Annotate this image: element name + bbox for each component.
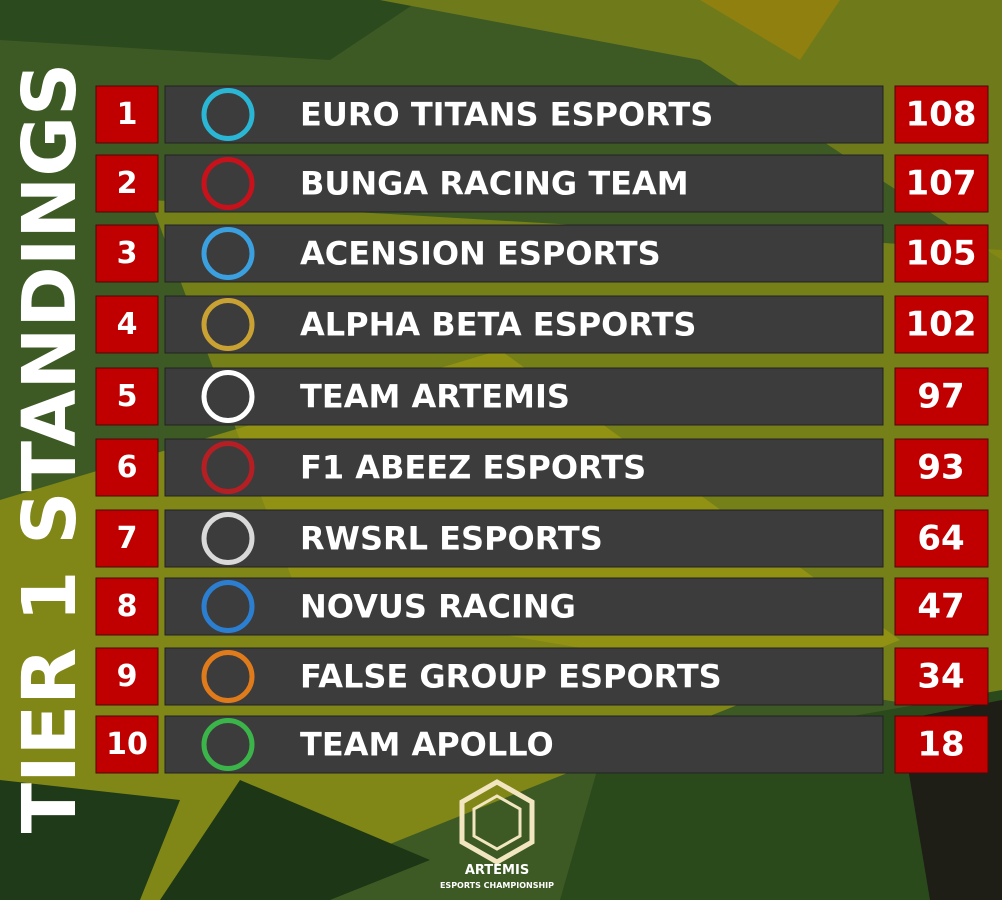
points: 47 bbox=[917, 587, 964, 627]
standings-row: 5 TEAM ARTEMIS 97 bbox=[95, 367, 989, 426]
standings-row: 2 BUNGA RACING TEAM 107 bbox=[95, 154, 989, 213]
points-box bbox=[894, 154, 989, 213]
team-logo bbox=[201, 650, 255, 703]
team-logo bbox=[201, 88, 255, 141]
points: 18 bbox=[917, 725, 964, 765]
rank: 5 bbox=[117, 379, 138, 414]
team-bar bbox=[164, 647, 884, 706]
points: 64 bbox=[917, 519, 964, 559]
team-bar bbox=[164, 438, 884, 497]
rank: 1 bbox=[117, 97, 138, 132]
team-name: BUNGA RACING TEAM bbox=[300, 165, 689, 203]
footer-brand: ARTEMIS bbox=[465, 863, 529, 878]
team-logo bbox=[201, 580, 255, 633]
standings-row: 3 ACENSION ESPORTS 105 bbox=[95, 224, 989, 283]
standings-row: 10 TEAM APOLLO 18 bbox=[95, 715, 989, 774]
team-bar bbox=[164, 509, 884, 568]
team-name: RWSRL ESPORTS bbox=[300, 520, 603, 558]
standings-row: 8 NOVUS RACING 47 bbox=[95, 577, 989, 636]
title: TIER 1 STANDINGS bbox=[7, 63, 93, 834]
points: 108 bbox=[906, 95, 977, 135]
team-bar bbox=[164, 224, 884, 283]
points: 105 bbox=[906, 234, 977, 274]
team-logo bbox=[201, 441, 255, 494]
team-bar bbox=[164, 295, 884, 354]
points-box bbox=[894, 367, 989, 426]
team-logo bbox=[201, 227, 255, 280]
team-bar bbox=[164, 715, 884, 774]
team-bar bbox=[164, 154, 884, 213]
team-name: TEAM ARTEMIS bbox=[300, 378, 570, 416]
team-bar bbox=[164, 577, 884, 636]
team-logo bbox=[201, 512, 255, 565]
footer-logo: ARTEMIS ESPORTS CHAMPIONSHIP bbox=[440, 779, 554, 890]
standings-row: 7 RWSRL ESPORTS 64 bbox=[95, 509, 989, 568]
points: 102 bbox=[906, 305, 977, 345]
points-box bbox=[894, 295, 989, 354]
rank-box bbox=[95, 85, 159, 144]
team-name: EURO TITANS ESPORTS bbox=[300, 96, 713, 134]
team-name: ACENSION ESPORTS bbox=[300, 235, 661, 273]
rank-box bbox=[95, 438, 159, 497]
points: 93 bbox=[917, 448, 964, 488]
rank-box bbox=[95, 577, 159, 636]
team-logo bbox=[201, 298, 255, 351]
team-bar bbox=[164, 367, 884, 426]
points-box bbox=[894, 224, 989, 283]
team-bar bbox=[164, 85, 884, 144]
rank-box bbox=[95, 295, 159, 354]
rank: 7 bbox=[117, 521, 138, 556]
points: 97 bbox=[917, 377, 964, 417]
rank: 3 bbox=[117, 236, 138, 271]
rank-box bbox=[95, 647, 159, 706]
team-name: NOVUS RACING bbox=[300, 588, 576, 626]
rank: 4 bbox=[117, 307, 138, 342]
standings-row: 9 FALSE GROUP ESPORTS 34 bbox=[95, 647, 989, 706]
team-name: ALPHA BETA ESPORTS bbox=[300, 306, 696, 344]
rank: 2 bbox=[117, 166, 138, 201]
team-name: F1 ABEEZ ESPORTS bbox=[300, 449, 646, 487]
rank: 8 bbox=[117, 589, 138, 624]
rank-box bbox=[95, 224, 159, 283]
rank-box bbox=[95, 367, 159, 426]
team-logo bbox=[201, 718, 255, 771]
rank-box bbox=[95, 509, 159, 568]
rank-box bbox=[95, 154, 159, 213]
team-logo bbox=[201, 157, 255, 210]
team-name: FALSE GROUP ESPORTS bbox=[300, 658, 722, 696]
rank: 6 bbox=[117, 450, 138, 485]
standings-row: 6 F1 ABEEZ ESPORTS 93 bbox=[95, 438, 989, 497]
team-name: TEAM APOLLO bbox=[300, 726, 554, 764]
points: 34 bbox=[917, 657, 964, 697]
rank: 9 bbox=[117, 659, 138, 694]
team-logo bbox=[201, 370, 255, 423]
rank: 10 bbox=[106, 727, 148, 762]
standings-row: 1 EURO TITANS ESPORTS 108 bbox=[95, 85, 989, 144]
points-box bbox=[894, 577, 989, 636]
points-box bbox=[894, 715, 989, 774]
footer-subtitle: ESPORTS CHAMPIONSHIP bbox=[440, 881, 554, 890]
points-box bbox=[894, 85, 989, 144]
points-box bbox=[894, 509, 989, 568]
points-box bbox=[894, 438, 989, 497]
rank-box bbox=[95, 715, 159, 774]
standings-row: 4 ALPHA BETA ESPORTS 102 bbox=[95, 295, 989, 354]
points: 107 bbox=[906, 164, 977, 204]
points-box bbox=[894, 647, 989, 706]
